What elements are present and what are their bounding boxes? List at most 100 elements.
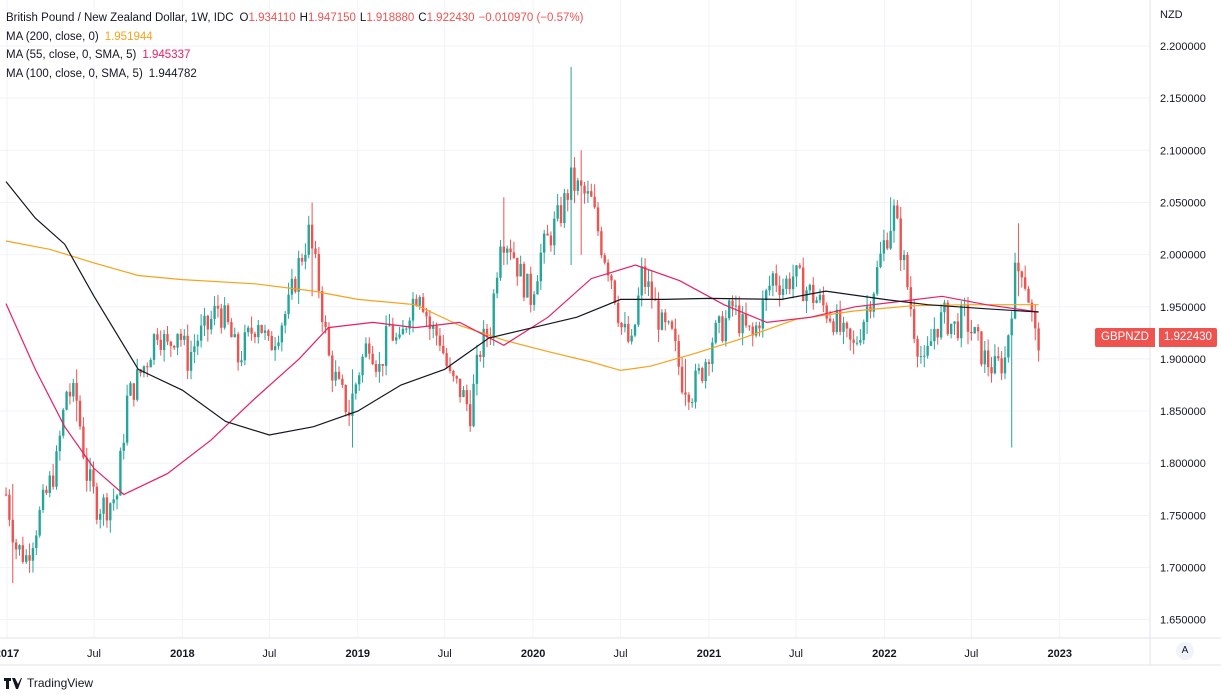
candle-body (1003, 357, 1007, 374)
candle (68, 383, 72, 405)
candle (11, 484, 14, 584)
candle (482, 320, 485, 368)
candle-body (452, 370, 455, 377)
candle-body (579, 180, 583, 186)
candle-body (324, 321, 327, 327)
candle (78, 395, 82, 430)
candle (411, 292, 415, 333)
candle (687, 392, 691, 411)
candle-body (119, 450, 122, 496)
candle (822, 286, 825, 313)
candle (25, 549, 28, 565)
indicator-ma55[interactable]: MA (55, close, 0, SMA, 5) 1.945337 (6, 46, 583, 65)
candle-body (879, 253, 882, 268)
indicator-ma200[interactable]: MA (200, close, 0) 1.951944 (6, 28, 583, 47)
candle (808, 283, 812, 295)
candle-body (818, 294, 822, 301)
candle (845, 321, 849, 338)
candle (801, 257, 805, 302)
candle-body (401, 328, 405, 335)
candle (620, 321, 623, 335)
candle (277, 335, 280, 350)
candle (169, 340, 173, 357)
candle-body (660, 312, 664, 330)
auto-scale-button[interactable]: A (1176, 642, 1194, 660)
candle (465, 384, 469, 412)
candle-body (1034, 311, 1037, 329)
candle (183, 329, 186, 346)
candle (657, 292, 660, 343)
candle (310, 202, 314, 297)
candle-body (855, 342, 859, 344)
candle-body (149, 359, 152, 368)
candle-body (643, 266, 647, 287)
candle (445, 347, 448, 369)
candle-body (321, 291, 324, 322)
indicator-ma100-value: 1.944782 (148, 67, 197, 80)
candle (394, 332, 398, 345)
candle (960, 301, 963, 348)
candle-body (563, 193, 566, 224)
candle (115, 493, 119, 510)
candle (701, 366, 704, 384)
candle (754, 321, 758, 338)
candle-body (973, 327, 976, 334)
candle-body (210, 318, 213, 330)
brand-name: TradingView (27, 676, 94, 690)
candle (536, 275, 539, 295)
candle (247, 325, 250, 337)
candle-body (445, 353, 448, 366)
candle (939, 304, 943, 340)
candle-body (146, 366, 149, 368)
candle (72, 378, 75, 402)
candle-body (590, 191, 593, 197)
tradingview-brand[interactable]: TradingView (4, 676, 93, 690)
candle-body (196, 340, 199, 347)
candle (173, 345, 176, 350)
y-tick-label: 1.850000 (1160, 406, 1206, 418)
candle (865, 295, 869, 334)
candle (250, 316, 253, 341)
candle (949, 323, 953, 339)
candle-body (358, 375, 361, 385)
candle (791, 264, 795, 299)
x-tick-label: Jul (87, 648, 101, 660)
indicator-ma100[interactable]: MA (100, close, 0, SMA, 5) 1.944782 (6, 65, 583, 84)
candle-body (92, 469, 95, 487)
indicator-ma100-label: MA (100, close, 0, SMA, 5) (6, 67, 143, 80)
candle-body (206, 315, 210, 330)
candle-body (583, 185, 586, 194)
candle (193, 334, 196, 364)
candle-body (240, 360, 243, 363)
candle-body (976, 327, 980, 332)
candle (529, 266, 532, 313)
candle (425, 308, 428, 327)
candle-body (657, 300, 660, 330)
candle-body (600, 231, 603, 256)
candle (102, 494, 105, 526)
candle (257, 319, 260, 344)
x-tick-label: 2020 (521, 648, 545, 660)
candle-body (381, 363, 384, 366)
candle (428, 309, 432, 341)
candle-body (785, 278, 788, 289)
candle-body (72, 382, 75, 397)
candle-body (859, 340, 862, 343)
candle-body (85, 457, 88, 481)
candle-body (637, 295, 640, 325)
candle (452, 369, 455, 382)
candle (230, 318, 233, 338)
candle (475, 344, 479, 396)
candle-body (482, 328, 485, 357)
candle (401, 320, 405, 335)
candle (546, 224, 549, 236)
candle-body (186, 335, 189, 371)
candle (623, 311, 627, 333)
ohlc-low-key: L (359, 12, 367, 24)
candle-body (697, 368, 701, 371)
candle-body (509, 248, 512, 253)
candle (919, 345, 923, 364)
candle (542, 229, 546, 264)
candle-body (152, 334, 156, 360)
